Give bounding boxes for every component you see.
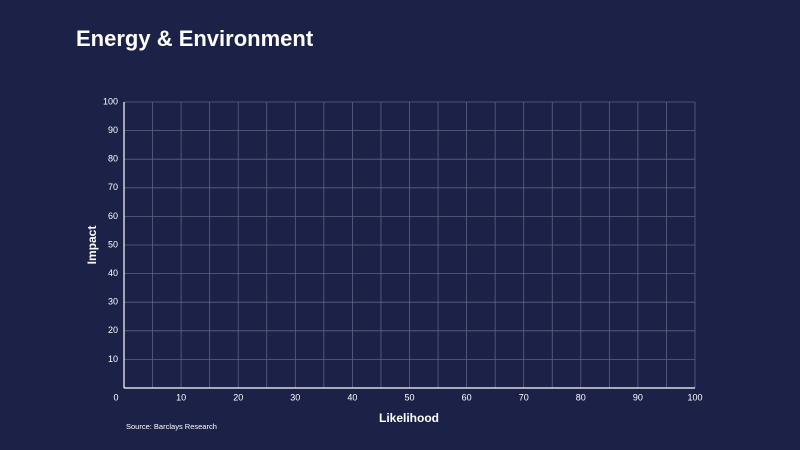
x-tick-label: 70 (519, 392, 529, 402)
y-tick-label: 40 (108, 268, 118, 278)
x-tick-label: 30 (290, 392, 300, 402)
y-tick-label: 90 (108, 125, 118, 135)
x-tick-label: 40 (347, 392, 357, 402)
x-tick-label: 60 (462, 392, 472, 402)
y-tick-label: 20 (108, 325, 118, 335)
chart-title: Energy & Environment (76, 26, 314, 51)
x-tick-label: 90 (633, 392, 643, 402)
y-tick-label: 30 (108, 297, 118, 307)
x-tick-label: 20 (233, 392, 243, 402)
x-tick-label: 80 (576, 392, 586, 402)
y-tick-label: 60 (108, 211, 118, 221)
x-tick-label: 50 (404, 392, 414, 402)
x-tick-label: 10 (176, 392, 186, 402)
y-tick-label: 70 (108, 182, 118, 192)
x-axis-label: Likelihood (379, 411, 439, 425)
y-tick-label: 50 (108, 239, 118, 249)
y-axis-label: Impact (85, 226, 99, 265)
source: Source: Barclays Research (126, 422, 217, 431)
y-tick-label: 100 (103, 96, 118, 106)
y-tick-label: 10 (108, 354, 118, 364)
x-tick-label: 100 (687, 392, 702, 402)
x-tick-label: 0 (113, 392, 118, 402)
y-tick-label: 80 (108, 154, 118, 164)
